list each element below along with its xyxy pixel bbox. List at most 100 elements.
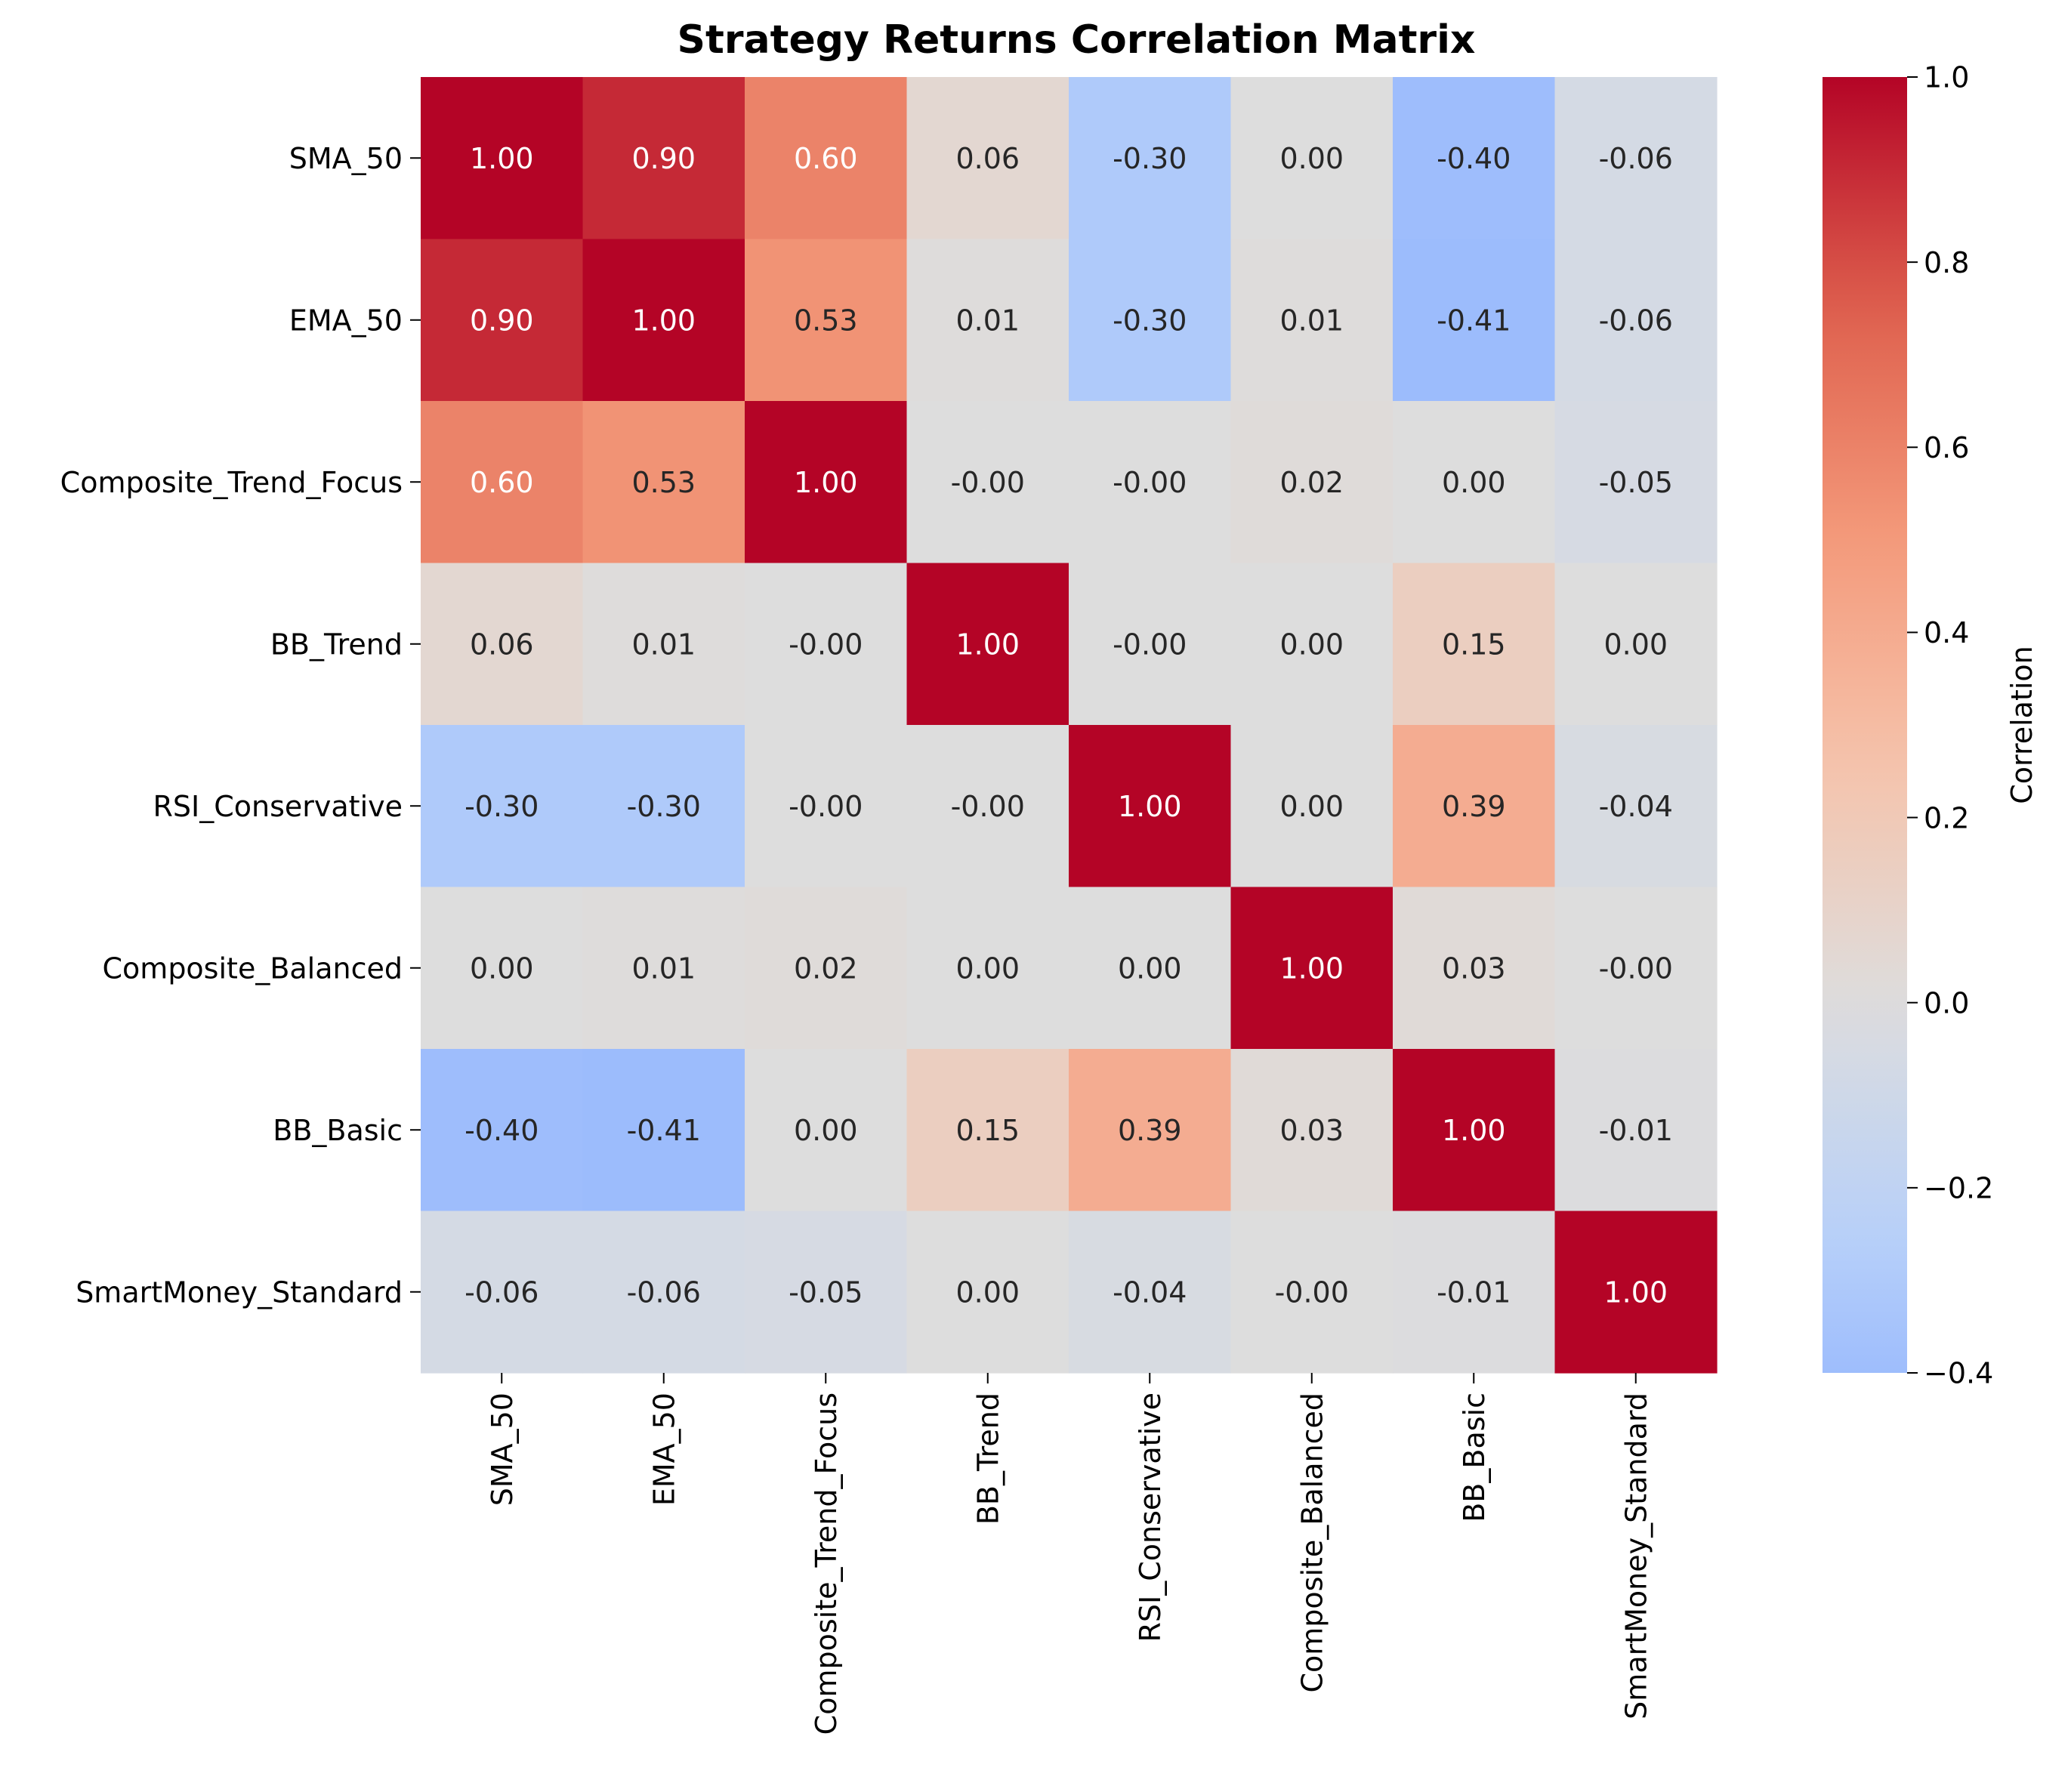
heatmap-cell-r5-c7 xyxy=(1554,887,1718,1050)
heatmap-cell-r1-c1 xyxy=(582,239,745,402)
cell-value-r3-c1: 0.01 xyxy=(631,628,696,661)
heatmap-cell-r3-c0 xyxy=(421,563,584,726)
colorbar-tick-label: −0.2 xyxy=(1924,1172,1993,1205)
cell-value-r4-c7: -0.04 xyxy=(1599,790,1673,823)
heatmap-cell-r5-c5 xyxy=(1230,887,1394,1050)
cell-value-r7-c2: -0.05 xyxy=(789,1275,863,1309)
heatmap-cell-r2-c4 xyxy=(1069,401,1232,564)
heatmap-cell-r2-c2 xyxy=(745,401,908,564)
cell-value-r1-c1: 1.00 xyxy=(631,304,696,337)
cell-value-r6-c4: 0.39 xyxy=(1118,1114,1182,1147)
colorbar: 1.0 0.8 0.6 0.4 0.2 0.0 −0.2 −0.4 Correlation xyxy=(1823,61,2039,1390)
heatmap-cell-r6-c0 xyxy=(421,1049,584,1212)
cell-value-r5-c3: 0.00 xyxy=(955,952,1020,985)
column-label-composite-balanced: Composite_Balanced xyxy=(1295,1393,1329,1692)
row-label-smartmoney-standard: SmartMoney_Standard xyxy=(76,1275,403,1309)
heatmap-cells xyxy=(421,77,1718,1374)
heatmap-cell-r7-c2 xyxy=(745,1211,908,1374)
heatmap-cell-r4-c5 xyxy=(1230,725,1394,888)
cell-value-r7-c0: -0.06 xyxy=(465,1275,539,1309)
cell-value-r6-c1: -0.41 xyxy=(627,1114,701,1147)
cell-value-r4-c6: 0.39 xyxy=(1442,790,1506,823)
cell-value-r5-c5: 1.00 xyxy=(1279,952,1344,985)
heatmap-cell-r4-c2 xyxy=(745,725,908,888)
colorbar-gradient xyxy=(1823,77,1907,1373)
heatmap-cell-r7-c6 xyxy=(1393,1211,1556,1374)
heatmap-cell-r0-c6 xyxy=(1393,77,1556,240)
heatmap-cell-r1-c5 xyxy=(1230,239,1394,402)
heatmap-cell-r0-c2 xyxy=(745,77,908,240)
cell-value-r0-c1: 0.90 xyxy=(631,142,696,175)
heatmap-cell-r2-c1 xyxy=(582,401,745,564)
heatmap-cell-r1-c0 xyxy=(421,239,584,402)
heatmap-cell-r7-c5 xyxy=(1230,1211,1394,1374)
row-label-bb-trend: BB_Trend xyxy=(270,628,403,661)
row-tick-labels: SMA_50 EMA_50 Composite_Trend_Focus BB_Tren… xyxy=(60,142,421,1309)
heatmap-cell-r1-c4 xyxy=(1069,239,1232,402)
cell-value-r3-c0: 0.06 xyxy=(470,628,534,661)
heatmap-cell-r6-c2 xyxy=(745,1049,908,1212)
heatmap-cell-r6-c4 xyxy=(1069,1049,1232,1212)
heatmap-cell-r3-c1 xyxy=(582,563,745,726)
cell-value-r4-c3: -0.00 xyxy=(951,790,1025,823)
cell-value-r2-c1: 0.53 xyxy=(631,466,696,499)
cell-value-r1-c0: 0.90 xyxy=(470,304,534,337)
cell-value-r1-c2: 0.53 xyxy=(794,304,858,337)
colorbar-tick-label: 0.8 xyxy=(1924,246,1969,279)
cell-value-r0-c0: 1.00 xyxy=(470,142,534,175)
heatmap-cell-r3-c4 xyxy=(1069,563,1232,726)
heatmap-cell-r6-c1 xyxy=(582,1049,745,1212)
row-label-sma-50: SMA_50 xyxy=(289,142,403,175)
heatmap-cell-r5-c1 xyxy=(582,887,745,1050)
cell-value-r5-c0: 0.00 xyxy=(470,952,534,985)
cell-value-r7-c1: -0.06 xyxy=(627,1275,701,1309)
colorbar-label: Correlation xyxy=(2005,646,2039,804)
heatmap-cell-r5-c0 xyxy=(421,887,584,1050)
heatmap-cell-r6-c3 xyxy=(906,1049,1069,1212)
heatmap-cell-r0-c1 xyxy=(582,77,745,240)
cell-value-r3-c5: 0.00 xyxy=(1279,628,1344,661)
cell-value-r5-c6: 0.03 xyxy=(1442,952,1506,985)
column-label-bb-trend: BB_Trend xyxy=(971,1393,1005,1525)
row-label-ema-50: EMA_50 xyxy=(289,304,403,337)
cell-value-r1-c5: 0.01 xyxy=(1279,304,1344,337)
heatmap-cell-r6-c7 xyxy=(1554,1049,1718,1212)
heatmap-cell-r2-c0 xyxy=(421,401,584,564)
cell-value-r4-c5: 0.00 xyxy=(1279,790,1344,823)
cell-value-r1-c3: 0.01 xyxy=(955,304,1020,337)
heatmap-cell-r4-c4 xyxy=(1069,725,1232,888)
heatmap-cell-r5-c2 xyxy=(745,887,908,1050)
heatmap-cell-r0-c7 xyxy=(1554,77,1718,240)
cell-value-r4-c4: 1.00 xyxy=(1118,790,1182,823)
column-tick-labels: SMA_50 EMA_50 Composite_Trend_Focus BB_Tren… xyxy=(486,1373,1653,1735)
colorbar-tick-label: 0.6 xyxy=(1924,431,1969,464)
heatmap-cell-r5-c6 xyxy=(1393,887,1556,1050)
cell-value-r3-c6: 0.15 xyxy=(1442,628,1506,661)
colorbar-tick-label: 1.0 xyxy=(1924,61,1969,94)
cell-value-r6-c0: -0.40 xyxy=(465,1114,539,1147)
cell-value-r0-c4: -0.30 xyxy=(1113,142,1187,175)
heatmap-cell-r1-c6 xyxy=(1393,239,1556,402)
heatmap-cell-r3-c6 xyxy=(1393,563,1556,726)
cell-value-r3-c7: 0.00 xyxy=(1603,628,1668,661)
cell-value-r7-c3: 0.00 xyxy=(955,1275,1020,1309)
heatmap-cell-r7-c3 xyxy=(906,1211,1069,1374)
heatmap-cell-labels: 1.00 0.90 0.60 0.06 -0.30 0.00 -0.40 -0.06 0.90 1… xyxy=(465,142,1673,1309)
chart-title: Strategy Returns Correlation Matrix xyxy=(677,17,1476,63)
heatmap-cell-r6-c6 xyxy=(1393,1049,1556,1212)
cell-value-r4-c2: -0.00 xyxy=(789,790,863,823)
heatmap-cell-r3-c7 xyxy=(1554,563,1718,726)
cell-value-r5-c2: 0.02 xyxy=(794,952,858,985)
cell-value-r5-c7: -0.00 xyxy=(1599,952,1673,985)
cell-value-r4-c0: -0.30 xyxy=(465,790,539,823)
cell-value-r6-c2: 0.00 xyxy=(794,1114,858,1147)
cell-value-r3-c3: 1.00 xyxy=(955,628,1020,661)
heatmap-cell-r1-c2 xyxy=(745,239,908,402)
heatmap-cell-r3-c5 xyxy=(1230,563,1394,726)
row-label-bb-basic: BB_Basic xyxy=(273,1114,403,1147)
heatmap-cell-r3-c2 xyxy=(745,563,908,726)
heatmap-cell-r2-c5 xyxy=(1230,401,1394,564)
column-label-rsi-conservative: RSI_Conservative xyxy=(1134,1393,1167,1642)
